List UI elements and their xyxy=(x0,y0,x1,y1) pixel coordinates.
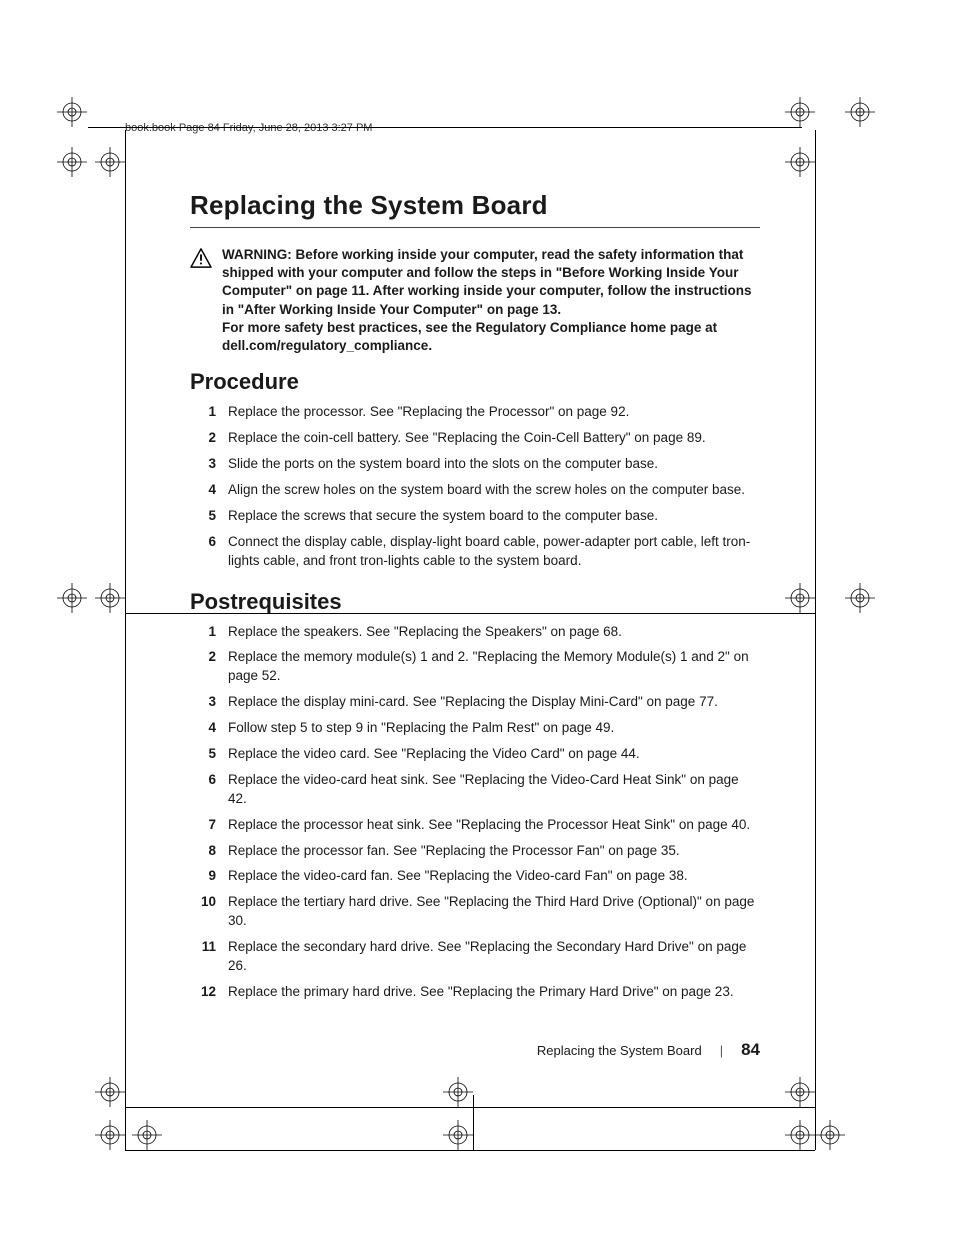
step-number: 4 xyxy=(190,719,216,738)
step-text: Follow step 5 to step 9 in "Replacing th… xyxy=(228,720,614,735)
step-text: Replace the screws that secure the syste… xyxy=(228,508,658,523)
list-item: 9 Replace the video-card fan. See "Replac… xyxy=(190,867,760,886)
step-text: Replace the speakers. See "Replacing the… xyxy=(228,624,622,639)
crop-line xyxy=(125,613,815,614)
step-number: 9 xyxy=(190,867,216,886)
step-number: 10 xyxy=(190,893,216,912)
crop-line xyxy=(473,1095,474,1150)
list-item: 2 Replace the coin-cell battery. See "Rep… xyxy=(190,429,760,448)
warning-block: WARNING: Before working inside your comp… xyxy=(190,246,760,355)
postrequisites-heading: Postrequisites xyxy=(190,589,760,615)
step-text: Replace the secondary hard drive. See "R… xyxy=(228,939,746,973)
step-text: Connect the display cable, display-light… xyxy=(228,534,750,568)
registration-mark-icon xyxy=(57,97,87,127)
step-text: Replace the primary hard drive. See "Rep… xyxy=(228,984,734,999)
step-text: Replace the tertiary hard drive. See "Re… xyxy=(228,894,754,928)
warning-label: WARNING: xyxy=(222,247,292,262)
registration-mark-icon xyxy=(443,1120,473,1150)
registration-mark-icon xyxy=(785,583,815,613)
list-item: 10 Replace the tertiary hard drive. See "… xyxy=(190,893,760,931)
step-text: Replace the memory module(s) 1 and 2. "R… xyxy=(228,649,749,683)
registration-mark-icon xyxy=(815,1120,845,1150)
crop-line xyxy=(125,1150,815,1151)
list-item: 3 Replace the display mini-card. See "Rep… xyxy=(190,693,760,712)
crop-line xyxy=(125,1107,815,1108)
registration-mark-icon xyxy=(785,1077,815,1107)
step-number: 4 xyxy=(190,481,216,500)
footer-separator: | xyxy=(720,1043,723,1058)
step-text: Replace the video-card heat sink. See "R… xyxy=(228,772,739,806)
registration-mark-icon xyxy=(845,583,875,613)
registration-mark-icon xyxy=(845,97,875,127)
warning-text: WARNING: Before working inside your comp… xyxy=(222,246,760,355)
page-title: Replacing the System Board xyxy=(190,190,760,221)
list-item: 6 Replace the video-card heat sink. See "… xyxy=(190,771,760,809)
warning-triangle-icon xyxy=(190,248,212,268)
postrequisites-list: 1 Replace the speakers. See "Replacing th… xyxy=(190,623,760,1002)
step-number: 7 xyxy=(190,816,216,835)
step-number: 3 xyxy=(190,455,216,474)
step-text: Replace the video card. See "Replacing t… xyxy=(228,746,640,761)
step-number: 3 xyxy=(190,693,216,712)
list-item: 4 Align the screw holes on the system boa… xyxy=(190,481,760,500)
step-text: Replace the coin-cell battery. See "Repl… xyxy=(228,430,706,445)
procedure-list: 1 Replace the processor. See "Replacing t… xyxy=(190,403,760,570)
step-number: 6 xyxy=(190,533,216,552)
step-number: 5 xyxy=(190,745,216,764)
registration-mark-icon xyxy=(57,583,87,613)
registration-mark-icon xyxy=(785,1120,815,1150)
step-number: 6 xyxy=(190,771,216,790)
step-text: Replace the processor heat sink. See "Re… xyxy=(228,817,750,832)
step-number: 1 xyxy=(190,623,216,642)
list-item: 2 Replace the memory module(s) 1 and 2. "… xyxy=(190,648,760,686)
footer-section: Replacing the System Board xyxy=(537,1043,702,1058)
step-text: Align the screw holes on the system boar… xyxy=(228,482,745,497)
list-item: 11 Replace the secondary hard drive. See … xyxy=(190,938,760,976)
warning-extra: For more safety best practices, see the … xyxy=(222,320,717,353)
title-rule xyxy=(190,227,760,228)
list-item: 8 Replace the processor fan. See "Replaci… xyxy=(190,842,760,861)
registration-mark-icon xyxy=(95,147,125,177)
registration-mark-icon xyxy=(785,97,815,127)
list-item: 12 Replace the primary hard drive. See "R… xyxy=(190,983,760,1002)
step-text: Replace the display mini-card. See "Repl… xyxy=(228,694,718,709)
step-number: 12 xyxy=(190,983,216,1002)
list-item: 6 Connect the display cable, display-ligh… xyxy=(190,533,760,571)
registration-mark-icon xyxy=(57,147,87,177)
registration-mark-icon xyxy=(95,583,125,613)
step-text: Replace the processor fan. See "Replacin… xyxy=(228,843,680,858)
list-item: 4 Follow step 5 to step 9 in "Replacing t… xyxy=(190,719,760,738)
registration-mark-icon xyxy=(95,1077,125,1107)
warning-body: Before working inside your computer, rea… xyxy=(222,247,751,317)
registration-mark-icon xyxy=(95,1120,125,1150)
step-number: 1 xyxy=(190,403,216,422)
step-number: 2 xyxy=(190,429,216,448)
page-footer: Replacing the System Board | 84 xyxy=(537,1040,760,1060)
list-item: 1 Replace the processor. See "Replacing t… xyxy=(190,403,760,422)
crop-line xyxy=(125,130,126,1150)
step-number: 8 xyxy=(190,842,216,861)
list-item: 5 Replace the video card. See "Replacing … xyxy=(190,745,760,764)
crop-line xyxy=(88,127,802,128)
page-content: Replacing the System Board WARNING: Befo… xyxy=(190,120,760,1020)
list-item: 3 Slide the ports on the system board int… xyxy=(190,455,760,474)
step-number: 11 xyxy=(190,938,216,957)
list-item: 1 Replace the speakers. See "Replacing th… xyxy=(190,623,760,642)
step-number: 5 xyxy=(190,507,216,526)
registration-mark-icon xyxy=(132,1120,162,1150)
step-text: Slide the ports on the system board into… xyxy=(228,456,658,471)
crop-line xyxy=(815,130,816,1150)
footer-page-number: 84 xyxy=(741,1040,760,1060)
list-item: 5 Replace the screws that secure the syst… xyxy=(190,507,760,526)
step-number: 2 xyxy=(190,648,216,667)
registration-mark-icon xyxy=(443,1077,473,1107)
registration-mark-icon xyxy=(785,147,815,177)
list-item: 7 Replace the processor heat sink. See "R… xyxy=(190,816,760,835)
step-text: Replace the video-card fan. See "Replaci… xyxy=(228,868,688,883)
step-text: Replace the processor. See "Replacing th… xyxy=(228,404,629,419)
procedure-heading: Procedure xyxy=(190,369,760,395)
